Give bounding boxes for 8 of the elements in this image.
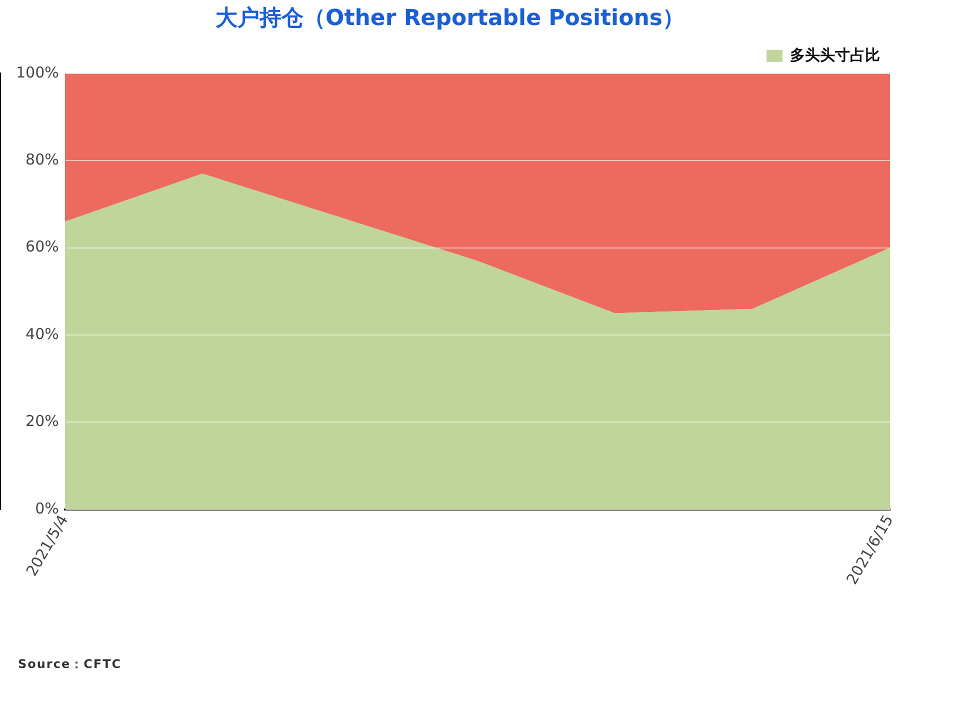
legend-label: 多头头寸占比: [790, 46, 880, 64]
y-tick-label: 80%: [26, 150, 59, 168]
y-tick-label: 100%: [16, 63, 59, 82]
y-tick-label: 20%: [26, 412, 59, 430]
source-note: Source：CFTC: [18, 656, 122, 673]
y-tick-label: 40%: [26, 324, 59, 343]
y-tick-label: 60%: [26, 238, 59, 256]
chart-title: 大户持仓（Other Reportable Positions）: [216, 4, 684, 31]
